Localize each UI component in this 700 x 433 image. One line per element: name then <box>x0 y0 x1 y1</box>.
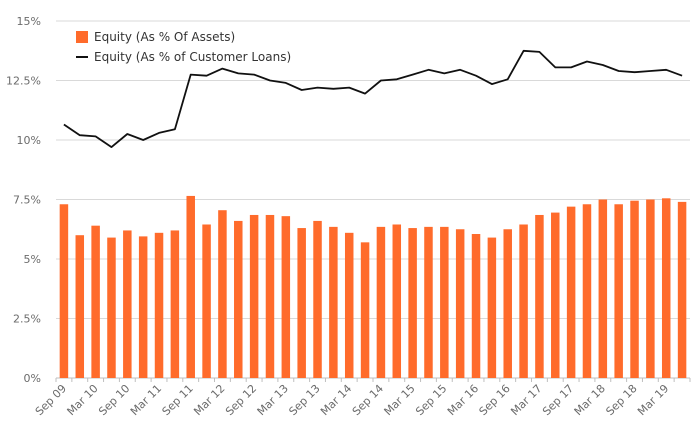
bar <box>408 228 417 378</box>
bar <box>519 224 528 378</box>
y-tick-label: 2.5% <box>13 313 41 326</box>
bar <box>202 224 211 378</box>
bar <box>440 226 449 378</box>
bar <box>551 212 560 378</box>
bar <box>313 220 322 378</box>
y-tick-label: 10% <box>17 134 41 147</box>
bar <box>344 232 354 378</box>
x-tick-label: Sep 11 <box>160 382 196 418</box>
x-tick-label: Mar 15 <box>382 382 418 418</box>
bar <box>646 199 655 378</box>
bar <box>75 235 85 378</box>
bar <box>455 229 465 378</box>
bar <box>487 237 497 378</box>
x-tick-label: Sep 15 <box>413 382 449 418</box>
bar <box>598 199 608 378</box>
equity-loans-line-group <box>63 49 683 149</box>
x-tick-label: Mar 18 <box>572 382 608 418</box>
bar <box>677 201 687 378</box>
bar <box>503 229 512 378</box>
bar <box>582 204 592 378</box>
bar <box>265 214 275 378</box>
bar <box>170 230 180 378</box>
legend: Equity (As % Of Assets) Equity (As % of … <box>76 27 291 67</box>
bar <box>471 234 481 378</box>
x-tick-label: Mar 12 <box>191 382 227 418</box>
bar <box>614 204 623 378</box>
bar <box>424 226 433 378</box>
x-tick-label: Sep 13 <box>286 382 322 418</box>
bar <box>535 214 544 378</box>
bar <box>107 237 116 378</box>
x-tick-label: Mar 11 <box>128 382 164 418</box>
x-tick-label: Mar 14 <box>318 382 354 418</box>
y-tick-label: 12.5% <box>6 75 41 88</box>
bar <box>297 228 306 378</box>
bar <box>360 242 370 378</box>
y-tick-label: 7.5% <box>13 194 41 207</box>
bar <box>661 198 671 378</box>
y-axis-ticks: 0% 2.5% 5% 7.5% 10% 12.5% 15% <box>6 15 41 385</box>
bar <box>376 226 386 378</box>
bar <box>281 216 291 378</box>
bar <box>234 220 243 378</box>
x-tick-label: Sep 10 <box>96 382 132 418</box>
bar <box>249 214 259 378</box>
bar <box>566 206 576 378</box>
x-tick-label: Sep 14 <box>350 382 386 418</box>
bar <box>630 200 639 378</box>
x-tick-label: Mar 10 <box>65 382 101 418</box>
legend-item-loans[interactable]: Equity (As % of Customer Loans) <box>76 47 291 67</box>
bar <box>138 236 148 378</box>
legend-bar-swatch <box>76 31 88 43</box>
bar <box>59 204 69 378</box>
bar <box>186 195 195 378</box>
x-tick-label: Sep 12 <box>223 382 259 418</box>
x-tick-label: Mar 17 <box>508 382 544 418</box>
equity-assets-bars <box>59 195 687 378</box>
legend-label-assets: Equity (As % Of Assets) <box>94 30 236 44</box>
bar <box>218 210 227 378</box>
bar <box>91 225 100 378</box>
legend-item-assets[interactable]: Equity (As % Of Assets) <box>76 27 291 47</box>
bar <box>329 226 338 378</box>
x-tick-label: Sep 17 <box>540 382 576 418</box>
bar <box>392 224 402 378</box>
y-tick-label: 15% <box>17 15 41 28</box>
x-tick-label: Mar 13 <box>255 382 291 418</box>
x-tick-label: Mar 19 <box>635 382 671 418</box>
x-tick-label: Sep 18 <box>603 382 639 418</box>
equity-loans-line <box>63 49 683 149</box>
bar <box>123 230 132 378</box>
legend-line-swatch <box>76 56 88 58</box>
y-tick-label: 0% <box>24 372 41 385</box>
legend-label-loans: Equity (As % of Customer Loans) <box>94 50 292 64</box>
y-tick-label: 5% <box>24 253 41 266</box>
bar <box>154 232 164 378</box>
grid-lines <box>56 20 690 379</box>
x-tick-label: Sep 16 <box>477 382 513 418</box>
x-tick-label: Mar 16 <box>445 382 481 418</box>
x-tick-label: Sep 09 <box>33 382 69 418</box>
